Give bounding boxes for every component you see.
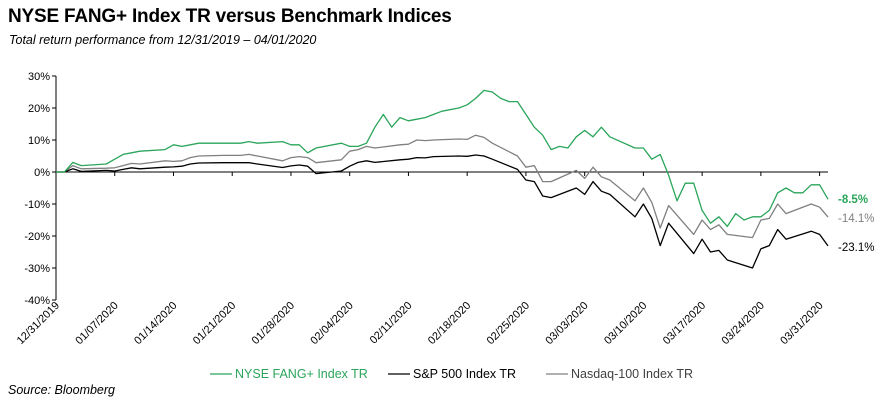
legend-label: NYSE FANG+ Index TR (235, 367, 368, 381)
x-tick-label: 01/21/2020 (191, 300, 238, 347)
x-tick-label: 02/11/2020 (368, 300, 415, 347)
end-labels: -8.5% -23.1% -14.1% (838, 194, 874, 254)
x-tick-label: 01/07/2020 (73, 300, 120, 347)
series-line-nasdaq (56, 134, 829, 239)
x-axis: 12/31/2019 01/07/2020 01/14/2020 01/21/2020… (15, 171, 828, 347)
legend-label: S&P 500 Index TR (413, 367, 516, 381)
x-tick-label: 03/10/2020 (602, 300, 649, 347)
legend: NYSE FANG+ Index TR S&P 500 Index TR Nasda… (210, 367, 693, 381)
y-tick-label: 10% (28, 135, 50, 147)
y-tick-label: 0% (34, 167, 50, 179)
x-tick-label: 02/04/2020 (308, 300, 355, 347)
end-value-label: -14.1% (838, 213, 874, 225)
end-value-label: -8.5% (838, 194, 868, 206)
x-tick-label: 01/14/2020 (132, 300, 179, 347)
x-tick-label: 01/28/2020 (250, 300, 297, 347)
series-layer (56, 89, 829, 269)
series-line-fang (56, 89, 829, 228)
chart-subtitle: Total return performance from 12/31/2019… (9, 33, 317, 47)
y-tick-label: -30% (24, 263, 50, 275)
y-tick-label: -10% (24, 199, 50, 211)
x-tick-label: 03/31/2020 (778, 300, 825, 347)
series-line-sp500 (56, 154, 829, 269)
end-value-label: -23.1% (838, 242, 874, 254)
y-tick-label: -40% (24, 295, 50, 307)
x-tick-label: 02/25/2020 (485, 300, 532, 347)
x-tick-label: 03/03/2020 (543, 300, 590, 347)
chart-title: NYSE FANG+ Index TR versus Benchmark Ind… (8, 6, 452, 27)
y-tick-label: 30% (28, 71, 50, 83)
x-tick-label: 03/24/2020 (720, 300, 767, 347)
y-tick-label: 20% (28, 103, 50, 115)
y-axis: -40% -30% -20% -10% 0% 10% 20% 30% (24, 71, 57, 307)
legend-label: Nasdaq-100 Index TR (571, 367, 693, 381)
source-note: Source: Bloomberg (8, 383, 116, 397)
x-tick-label: 02/18/2020 (426, 300, 473, 347)
x-tick-label: 03/17/2020 (661, 300, 708, 347)
y-tick-label: -20% (24, 231, 50, 243)
